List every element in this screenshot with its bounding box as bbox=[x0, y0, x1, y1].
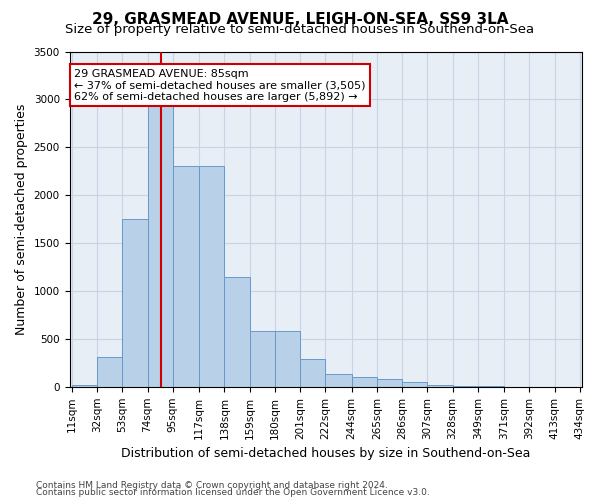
Bar bbox=[275, 332, 300, 387]
Bar bbox=[427, 385, 452, 387]
Bar bbox=[402, 382, 427, 387]
Bar bbox=[148, 66, 173, 387]
Text: 29 GRASMEAD AVENUE: 85sqm
← 37% of semi-detached houses are smaller (3,505)
62% : 29 GRASMEAD AVENUE: 85sqm ← 37% of semi-… bbox=[74, 68, 366, 102]
Bar bbox=[452, 386, 478, 387]
Bar bbox=[300, 359, 325, 387]
Bar bbox=[72, 385, 97, 387]
Bar bbox=[97, 357, 122, 387]
Bar bbox=[377, 379, 402, 387]
Bar bbox=[199, 166, 224, 387]
Bar bbox=[122, 219, 148, 387]
X-axis label: Distribution of semi-detached houses by size in Southend-on-Sea: Distribution of semi-detached houses by … bbox=[121, 447, 530, 460]
Bar bbox=[173, 166, 199, 387]
Bar bbox=[224, 276, 250, 387]
Text: 29, GRASMEAD AVENUE, LEIGH-ON-SEA, SS9 3LA: 29, GRASMEAD AVENUE, LEIGH-ON-SEA, SS9 3… bbox=[92, 12, 508, 28]
Bar bbox=[325, 374, 352, 387]
Text: Contains HM Land Registry data © Crown copyright and database right 2024.: Contains HM Land Registry data © Crown c… bbox=[36, 480, 388, 490]
Y-axis label: Number of semi-detached properties: Number of semi-detached properties bbox=[15, 104, 28, 335]
Bar bbox=[352, 377, 377, 387]
Bar bbox=[250, 332, 275, 387]
Text: Contains public sector information licensed under the Open Government Licence v3: Contains public sector information licen… bbox=[36, 488, 430, 497]
Text: Size of property relative to semi-detached houses in Southend-on-Sea: Size of property relative to semi-detach… bbox=[65, 22, 535, 36]
